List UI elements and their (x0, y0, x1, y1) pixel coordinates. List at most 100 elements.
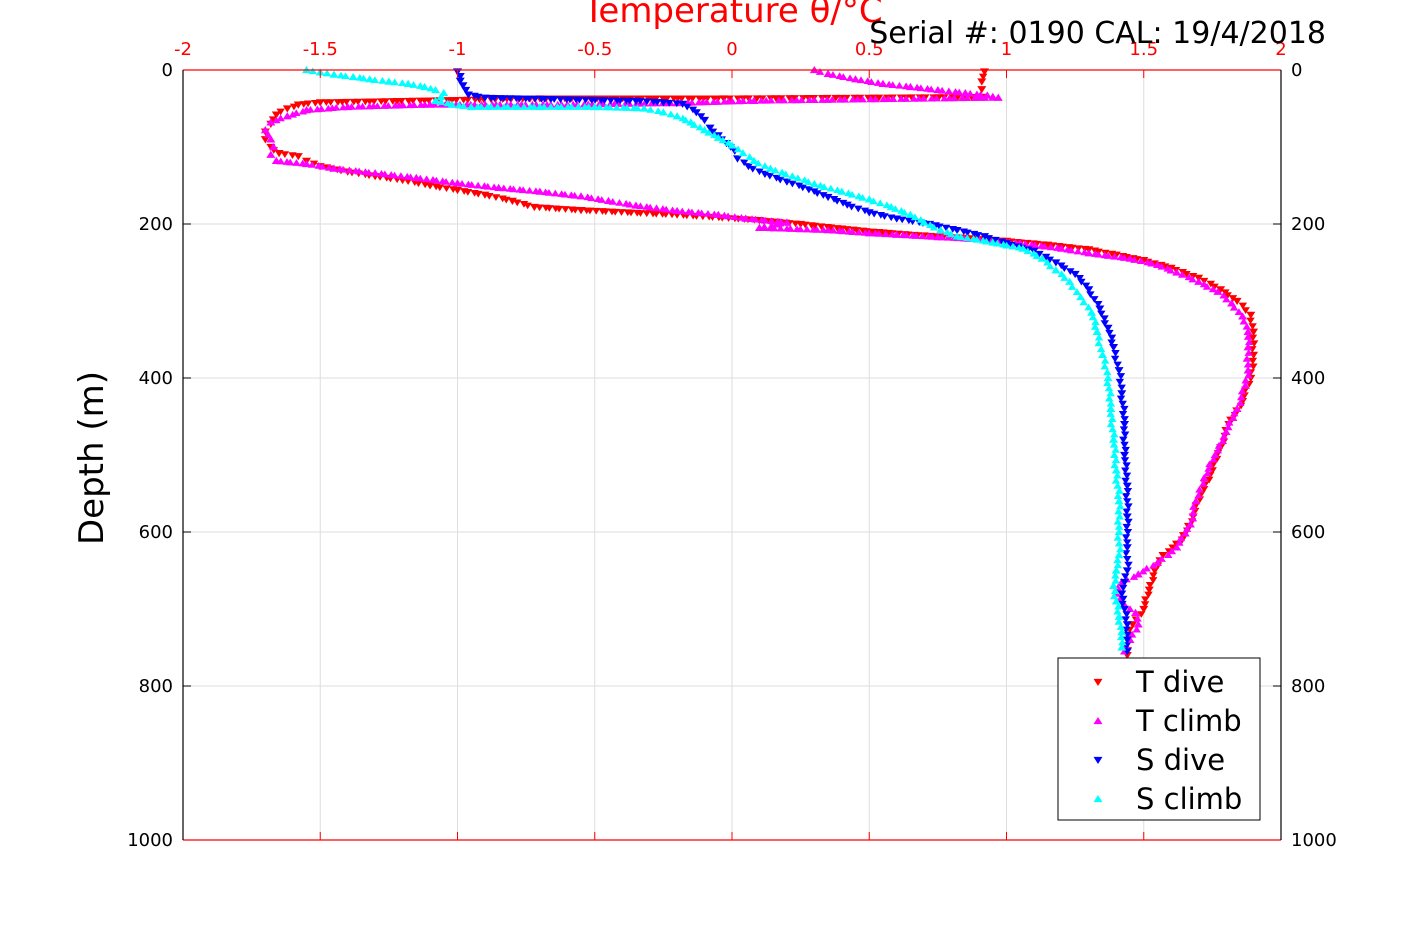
legend-marker (1093, 678, 1103, 687)
data-point (453, 186, 462, 195)
data-point (1123, 539, 1132, 547)
data-point (757, 96, 766, 104)
data-point (1045, 262, 1055, 270)
data-point (1243, 360, 1253, 368)
data-point (565, 96, 575, 104)
data-point (927, 233, 937, 240)
data-point (551, 189, 560, 197)
data-point (980, 233, 990, 241)
data-point (531, 95, 540, 103)
data-point (1114, 602, 1123, 610)
data-point (447, 100, 457, 108)
data-point (755, 168, 764, 176)
data-point (730, 213, 739, 221)
data-point (1122, 523, 1131, 531)
data-point (1237, 387, 1247, 395)
x-tick-label: 1.5 (1129, 39, 1158, 60)
data-point (391, 101, 400, 109)
axes (182, 69, 1282, 841)
data-point (1115, 512, 1124, 520)
data-point (545, 205, 554, 212)
data-point (1116, 395, 1126, 403)
data-point (1110, 451, 1119, 458)
data-point (459, 96, 468, 104)
data-point (390, 78, 399, 86)
data-point (1122, 636, 1132, 644)
data-point (1248, 323, 1257, 330)
data-point (1106, 399, 1116, 407)
data-point (652, 204, 661, 212)
data-point (1070, 270, 1080, 279)
data-point (1109, 344, 1119, 352)
data-point (927, 94, 936, 102)
data-point (905, 210, 915, 218)
data-point (519, 186, 528, 194)
data-point (1122, 472, 1132, 480)
data-point (796, 225, 805, 233)
data-point (760, 170, 770, 178)
data-point (1023, 247, 1032, 255)
data-point (1094, 339, 1103, 347)
data-point (1114, 497, 1124, 505)
data-point (744, 95, 753, 103)
data-point (414, 180, 423, 188)
data-point (958, 94, 967, 102)
data-point (280, 151, 290, 158)
legend-marker (1093, 756, 1103, 765)
data-point (474, 93, 483, 101)
data-point (466, 102, 476, 111)
data-point (838, 199, 848, 207)
data-point (600, 97, 609, 104)
data-point (815, 68, 825, 75)
y-tick-label-right: 400 (1291, 368, 1325, 389)
data-point (1229, 414, 1238, 421)
data-point (1086, 291, 1095, 299)
data-point (771, 166, 780, 174)
data-point (972, 236, 982, 243)
data-point (1113, 607, 1122, 615)
data-point (458, 82, 468, 90)
data-point (977, 78, 987, 86)
data-point (1148, 577, 1158, 584)
data-point (499, 184, 509, 192)
data-point (636, 98, 645, 105)
data-point (1133, 614, 1142, 622)
data-point (605, 103, 615, 111)
data-point (788, 180, 797, 188)
data-point (378, 77, 387, 84)
data-point (678, 100, 688, 108)
data-point (842, 201, 852, 209)
data-point (1098, 350, 1108, 359)
data-point (725, 95, 734, 103)
data-point (1066, 246, 1076, 254)
data-point (1051, 259, 1061, 267)
x-axis-title: Temperature θ/°C (582, 0, 882, 31)
data-point (804, 178, 813, 185)
data-point (664, 99, 674, 107)
data-point (1111, 251, 1121, 259)
data-point (1111, 571, 1120, 579)
data-point (617, 209, 626, 216)
data-point (388, 98, 398, 105)
data-point (365, 75, 375, 83)
data-point (1103, 368, 1112, 376)
data-point (823, 193, 833, 202)
data-point (1111, 456, 1121, 464)
data-point (1118, 638, 1127, 646)
data-point (866, 95, 875, 103)
data-point (1139, 605, 1149, 614)
data-point (1121, 616, 1130, 624)
data-point (1108, 415, 1117, 423)
data-point (1121, 467, 1130, 475)
data-point (1152, 558, 1162, 566)
data-point (1199, 480, 1208, 487)
y-tick-label-right: 800 (1291, 676, 1325, 697)
data-point (787, 172, 797, 180)
data-point (839, 73, 848, 81)
data-point (800, 221, 810, 229)
data-point (263, 130, 273, 138)
data-point (1072, 288, 1082, 295)
data-point (491, 194, 501, 201)
data-point (1119, 595, 1128, 603)
data-point (776, 176, 785, 184)
